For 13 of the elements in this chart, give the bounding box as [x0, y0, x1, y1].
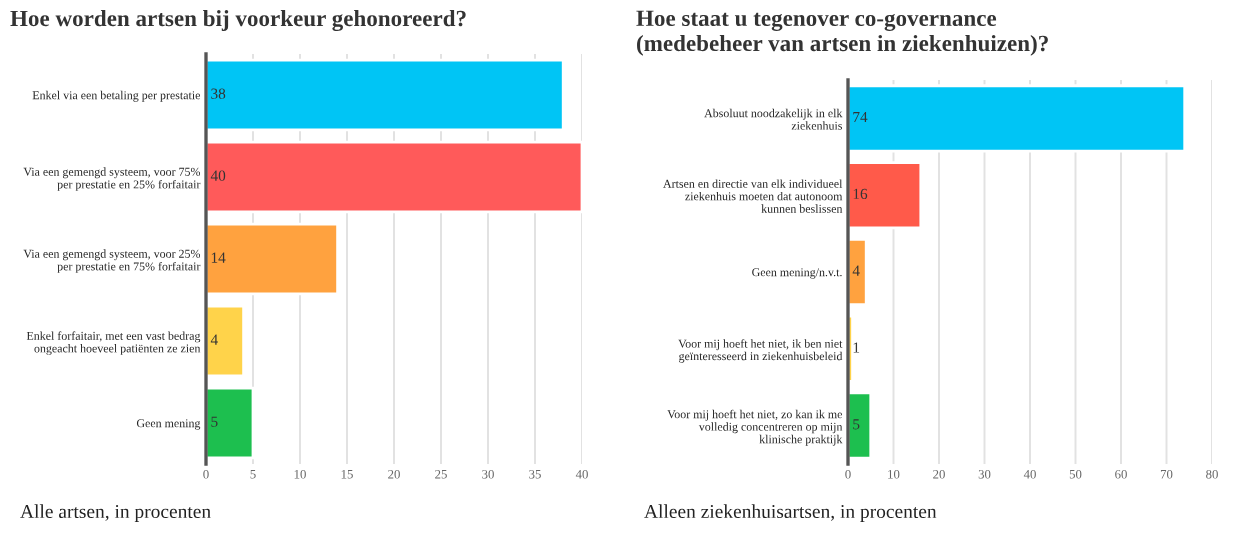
- bar: [848, 391, 873, 460]
- bar: [206, 58, 565, 132]
- text: Alle artsen, in procenten: [20, 504, 211, 522]
- text: Alleen ziekenhuisartsen, in procenten: [644, 504, 937, 522]
- bar: [206, 304, 245, 378]
- bar: [848, 84, 1187, 153]
- chart-title: Hoe worden artsen bij voorkeur gehonoreerd?: [10, 10, 466, 32]
- chart-title: Hoe staat u tegenover co-governance (medebeheer van artsen in ziekenhuizen)?: [636, 10, 1048, 56]
- bar: [206, 222, 339, 296]
- bar: [848, 161, 923, 230]
- bar: [206, 140, 582, 214]
- bar: [206, 386, 255, 460]
- bar: [848, 237, 868, 307]
